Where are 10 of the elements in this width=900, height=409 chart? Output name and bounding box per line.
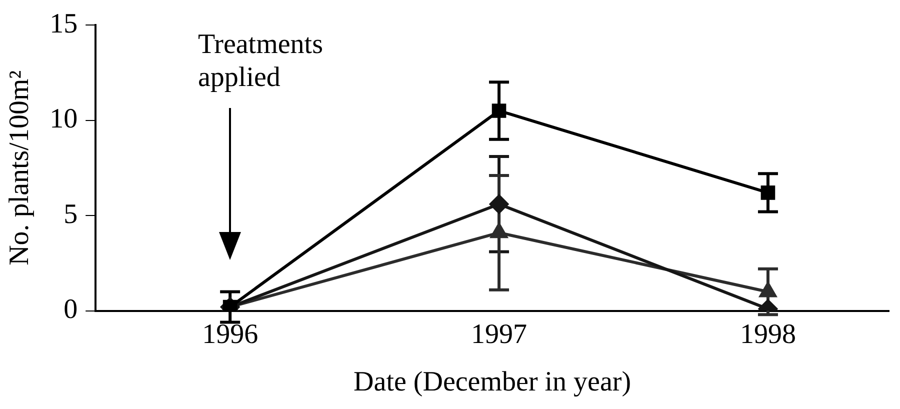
y-axis-title: No. plants/100m² bbox=[4, 70, 36, 266]
y-tick-label: 0 bbox=[64, 294, 78, 326]
annotation: Treatments applied bbox=[198, 28, 324, 94]
y-tick-label: 10 bbox=[50, 104, 78, 135]
x-tick-label: 1997 bbox=[471, 318, 528, 350]
y-tick-label: 5 bbox=[64, 198, 78, 230]
x-tick-label: 1996 bbox=[202, 318, 258, 350]
x-axis-title: Date (December in year) bbox=[354, 366, 632, 398]
x-tick-label: 1998 bbox=[740, 318, 796, 350]
y-tick-label: 15 bbox=[50, 8, 78, 40]
